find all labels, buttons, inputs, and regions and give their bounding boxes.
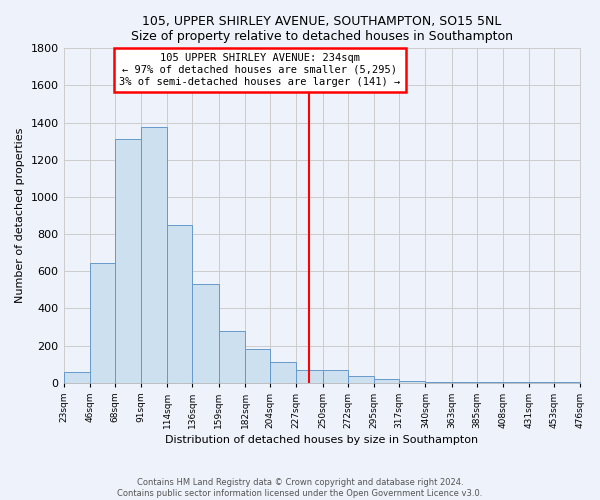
Bar bbox=[64, 372, 90, 382]
Y-axis label: Number of detached properties: Number of detached properties bbox=[15, 128, 25, 303]
Bar bbox=[90, 263, 115, 382]
Bar bbox=[323, 370, 347, 382]
Bar bbox=[399, 381, 425, 382]
Bar bbox=[270, 362, 296, 382]
Bar bbox=[245, 349, 270, 382]
Title: 105, UPPER SHIRLEY AVENUE, SOUTHAMPTON, SO15 5NL
Size of property relative to de: 105, UPPER SHIRLEY AVENUE, SOUTHAMPTON, … bbox=[131, 15, 513, 43]
Bar bbox=[296, 370, 323, 382]
Text: Contains HM Land Registry data © Crown copyright and database right 2024.
Contai: Contains HM Land Registry data © Crown c… bbox=[118, 478, 482, 498]
Text: 105 UPPER SHIRLEY AVENUE: 234sqm
← 97% of detached houses are smaller (5,295)
3%: 105 UPPER SHIRLEY AVENUE: 234sqm ← 97% o… bbox=[119, 54, 401, 86]
Bar bbox=[167, 225, 193, 382]
Bar bbox=[115, 140, 141, 382]
Bar bbox=[193, 284, 219, 382]
Bar bbox=[347, 376, 374, 382]
Bar bbox=[141, 128, 167, 382]
Bar bbox=[374, 379, 399, 382]
X-axis label: Distribution of detached houses by size in Southampton: Distribution of detached houses by size … bbox=[166, 435, 479, 445]
Bar bbox=[219, 330, 245, 382]
